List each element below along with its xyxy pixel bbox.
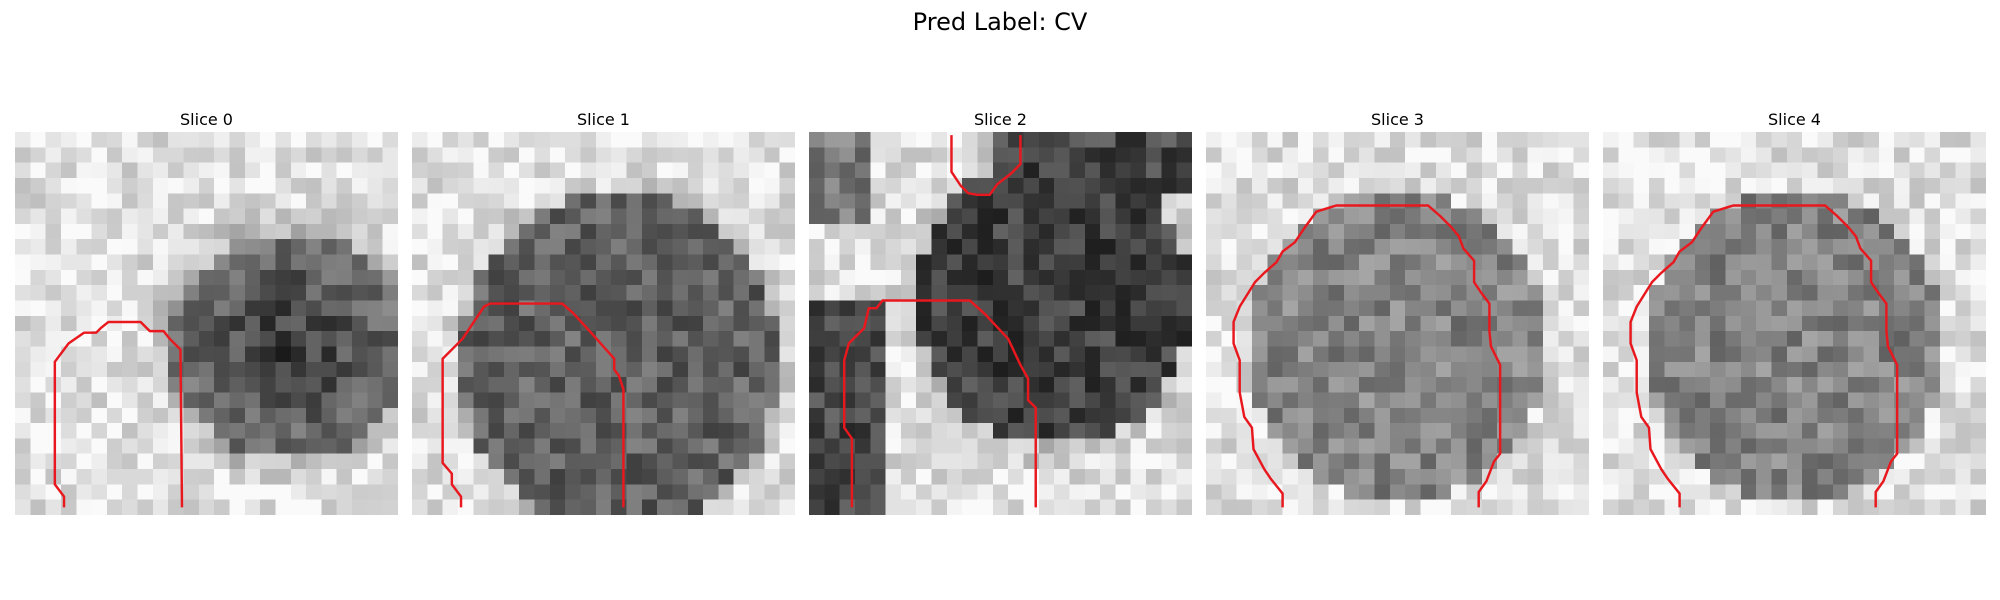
slice-title: Slice 2 [974,110,1027,129]
contour-overlay [53,320,184,508]
slice-image [15,132,398,515]
slice-panel-0: Slice 0 [15,108,398,515]
slice-title: Slice 0 [180,110,233,129]
slice-image-frame [1206,132,1589,515]
slice-title: Slice 3 [1371,110,1424,129]
slice-title: Slice 4 [1768,110,1821,129]
slice-image-frame [809,132,1192,515]
contour-overlay [441,302,625,508]
figure-title: Pred Label: CV [912,8,1088,36]
slice-panel-4: Slice 4 [1603,108,1986,515]
contour-overlay [843,135,1037,508]
slice-image-frame [15,132,398,515]
slice-image-frame [1603,132,1986,515]
slice-image [412,132,795,515]
contour-line [843,299,1037,508]
contour-line [1232,204,1502,508]
slice-title: Slice 1 [577,110,630,129]
slice-panel-3: Slice 3 [1206,108,1589,515]
slice-panel-2: Slice 2 [809,108,1192,515]
slice-image [809,132,1192,515]
contour-line [1629,204,1899,508]
contour-overlay [1629,204,1899,508]
contour-line-secondary [950,135,1022,197]
contour-line [441,302,625,508]
contour-line [53,320,184,508]
slice-panel-1: Slice 1 [412,108,795,515]
contour-overlay [1232,204,1502,508]
slice-image-frame [412,132,795,515]
slice-image [1603,132,1986,515]
slice-image [1206,132,1589,515]
